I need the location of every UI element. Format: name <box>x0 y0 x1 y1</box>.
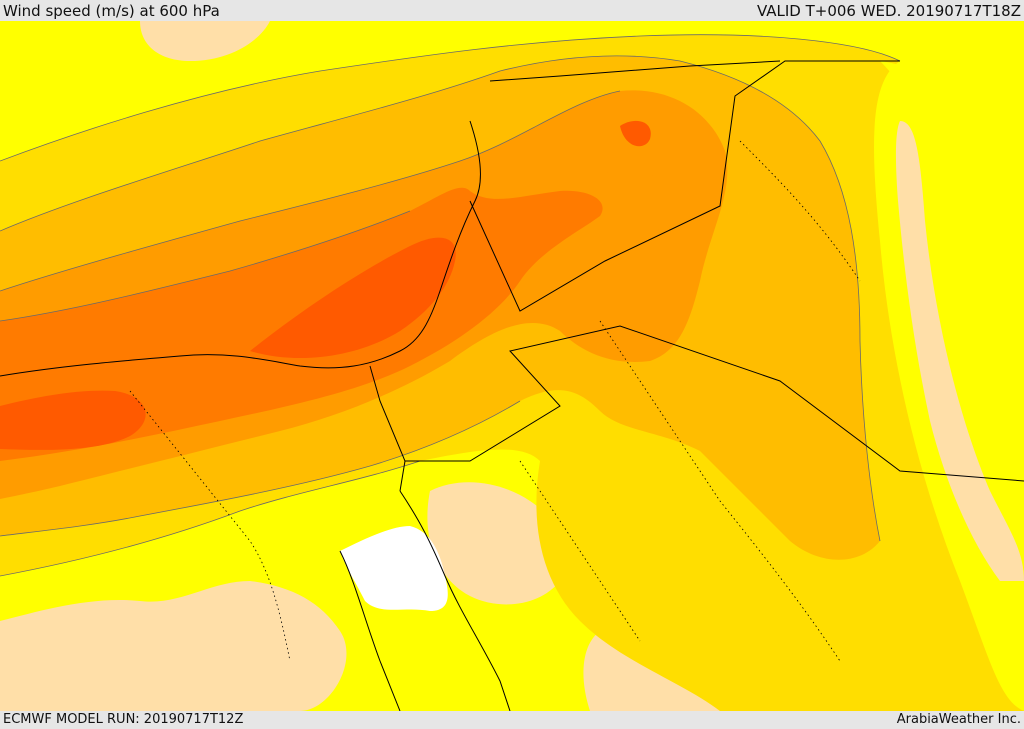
contour-3 <box>0 90 621 292</box>
contour-6 <box>0 460 421 577</box>
band-tan-north <box>140 21 270 61</box>
border-egypt-arabia <box>369 365 406 492</box>
contour-5 <box>0 400 521 537</box>
border-saudi <box>405 325 1024 482</box>
band-tan-arabia <box>427 482 566 605</box>
coast-redsea <box>399 490 511 711</box>
band-yellow-east <box>880 61 1024 451</box>
valid-time: VALID T+006 WED. 20190717T18Z <box>756 2 1021 20</box>
band-orange-patch-2 <box>650 208 686 246</box>
internal-border-2 <box>599 320 841 662</box>
coast-mediterranean <box>0 120 481 377</box>
contour-1 <box>0 34 901 162</box>
internal-border-3 <box>739 140 861 282</box>
contour-lines <box>0 34 901 577</box>
band-redorange-3 <box>620 120 651 147</box>
contour-2 <box>0 55 881 542</box>
title-bar: Wind speed (m/s) at 600 hPa VALID T+006 … <box>0 0 1024 21</box>
map-canvas <box>0 21 1024 711</box>
wind-speed-map <box>0 21 1024 711</box>
credit: ArabiaWeather Inc. <box>896 712 1021 727</box>
border-syria <box>489 60 781 82</box>
calm-area <box>340 526 448 611</box>
band-tan-east <box>895 121 1024 581</box>
model-run: ECMWF MODEL RUN: 20190717T12Z <box>3 712 244 727</box>
contour-4 <box>0 210 411 322</box>
internal-border-4 <box>519 460 641 642</box>
band-redorange-1 <box>250 237 456 359</box>
border-iraq <box>469 60 900 312</box>
band-redorange-2 <box>0 390 146 450</box>
coast-redsea-west <box>339 550 401 711</box>
internal-border-1 <box>129 390 291 662</box>
map-title: Wind speed (m/s) at 600 hPa <box>3 2 220 20</box>
coastlines <box>0 60 1024 711</box>
footer-bar: ECMWF MODEL RUN: 20190717T12Z ArabiaWeat… <box>0 711 1024 729</box>
band-orange-patch-1 <box>600 160 655 182</box>
internal-borders <box>129 140 861 662</box>
band-tan-sahara <box>0 581 347 711</box>
